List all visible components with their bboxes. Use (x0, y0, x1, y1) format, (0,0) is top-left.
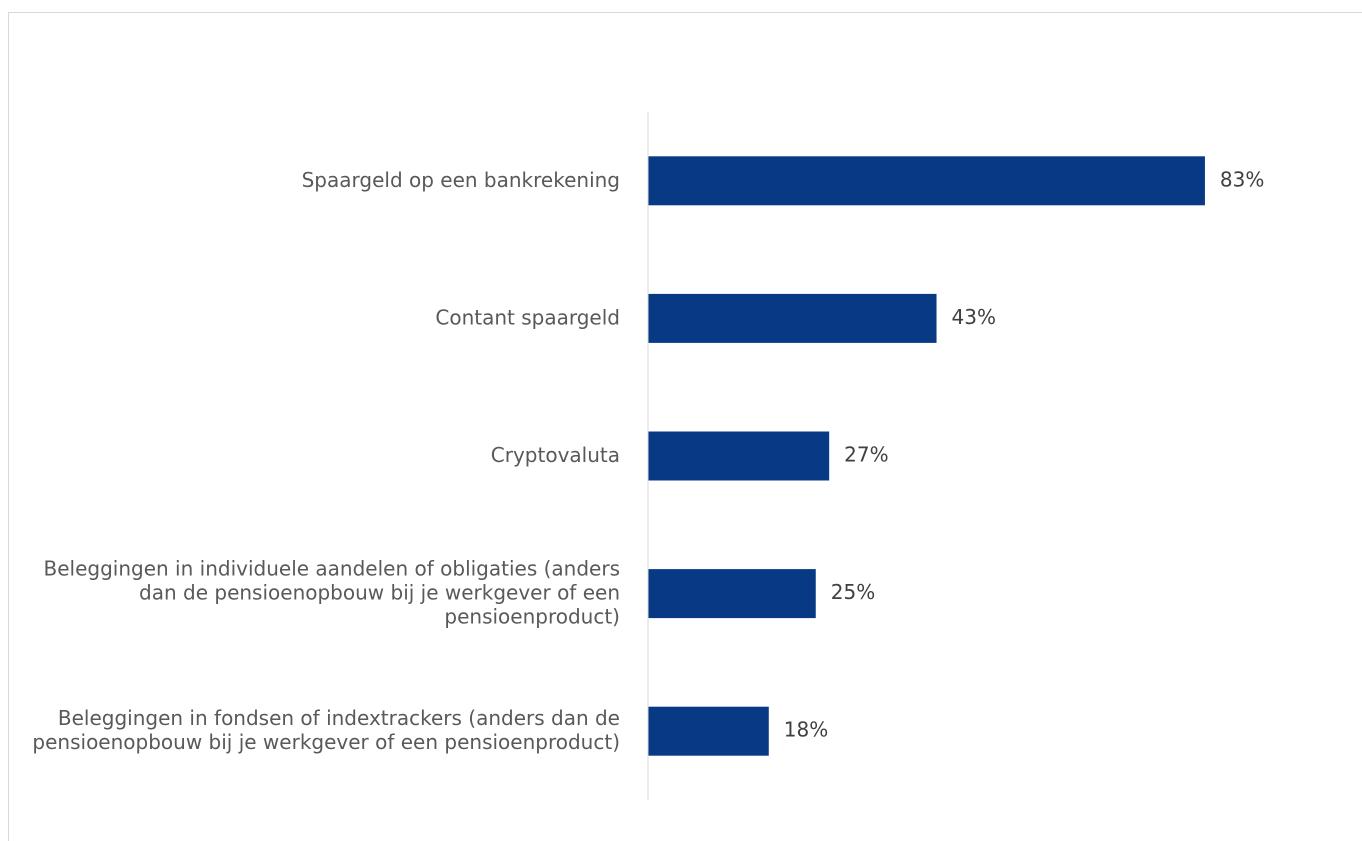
bar (648, 569, 816, 619)
bar (648, 293, 937, 343)
data-label: 18% (784, 718, 828, 742)
y-tick-label: Beleggingen in individuele aandelen of o… (44, 556, 620, 628)
bar (648, 431, 830, 481)
data-label: 27% (844, 443, 888, 467)
data-label: 43% (952, 305, 996, 329)
bar (648, 156, 1205, 206)
y-tick-label: Cryptovaluta (491, 443, 620, 467)
data-label: 25% (831, 580, 875, 604)
bar (648, 706, 769, 756)
chart-frame (8, 12, 1362, 841)
data-label: 83% (1220, 167, 1264, 191)
y-tick-label: Contant spaargeld (435, 305, 620, 329)
y-tick-label: Spaargeld op een bankrekening (302, 167, 620, 191)
y-tick-label: Beleggingen in fondsen of indextrackers … (32, 706, 620, 754)
